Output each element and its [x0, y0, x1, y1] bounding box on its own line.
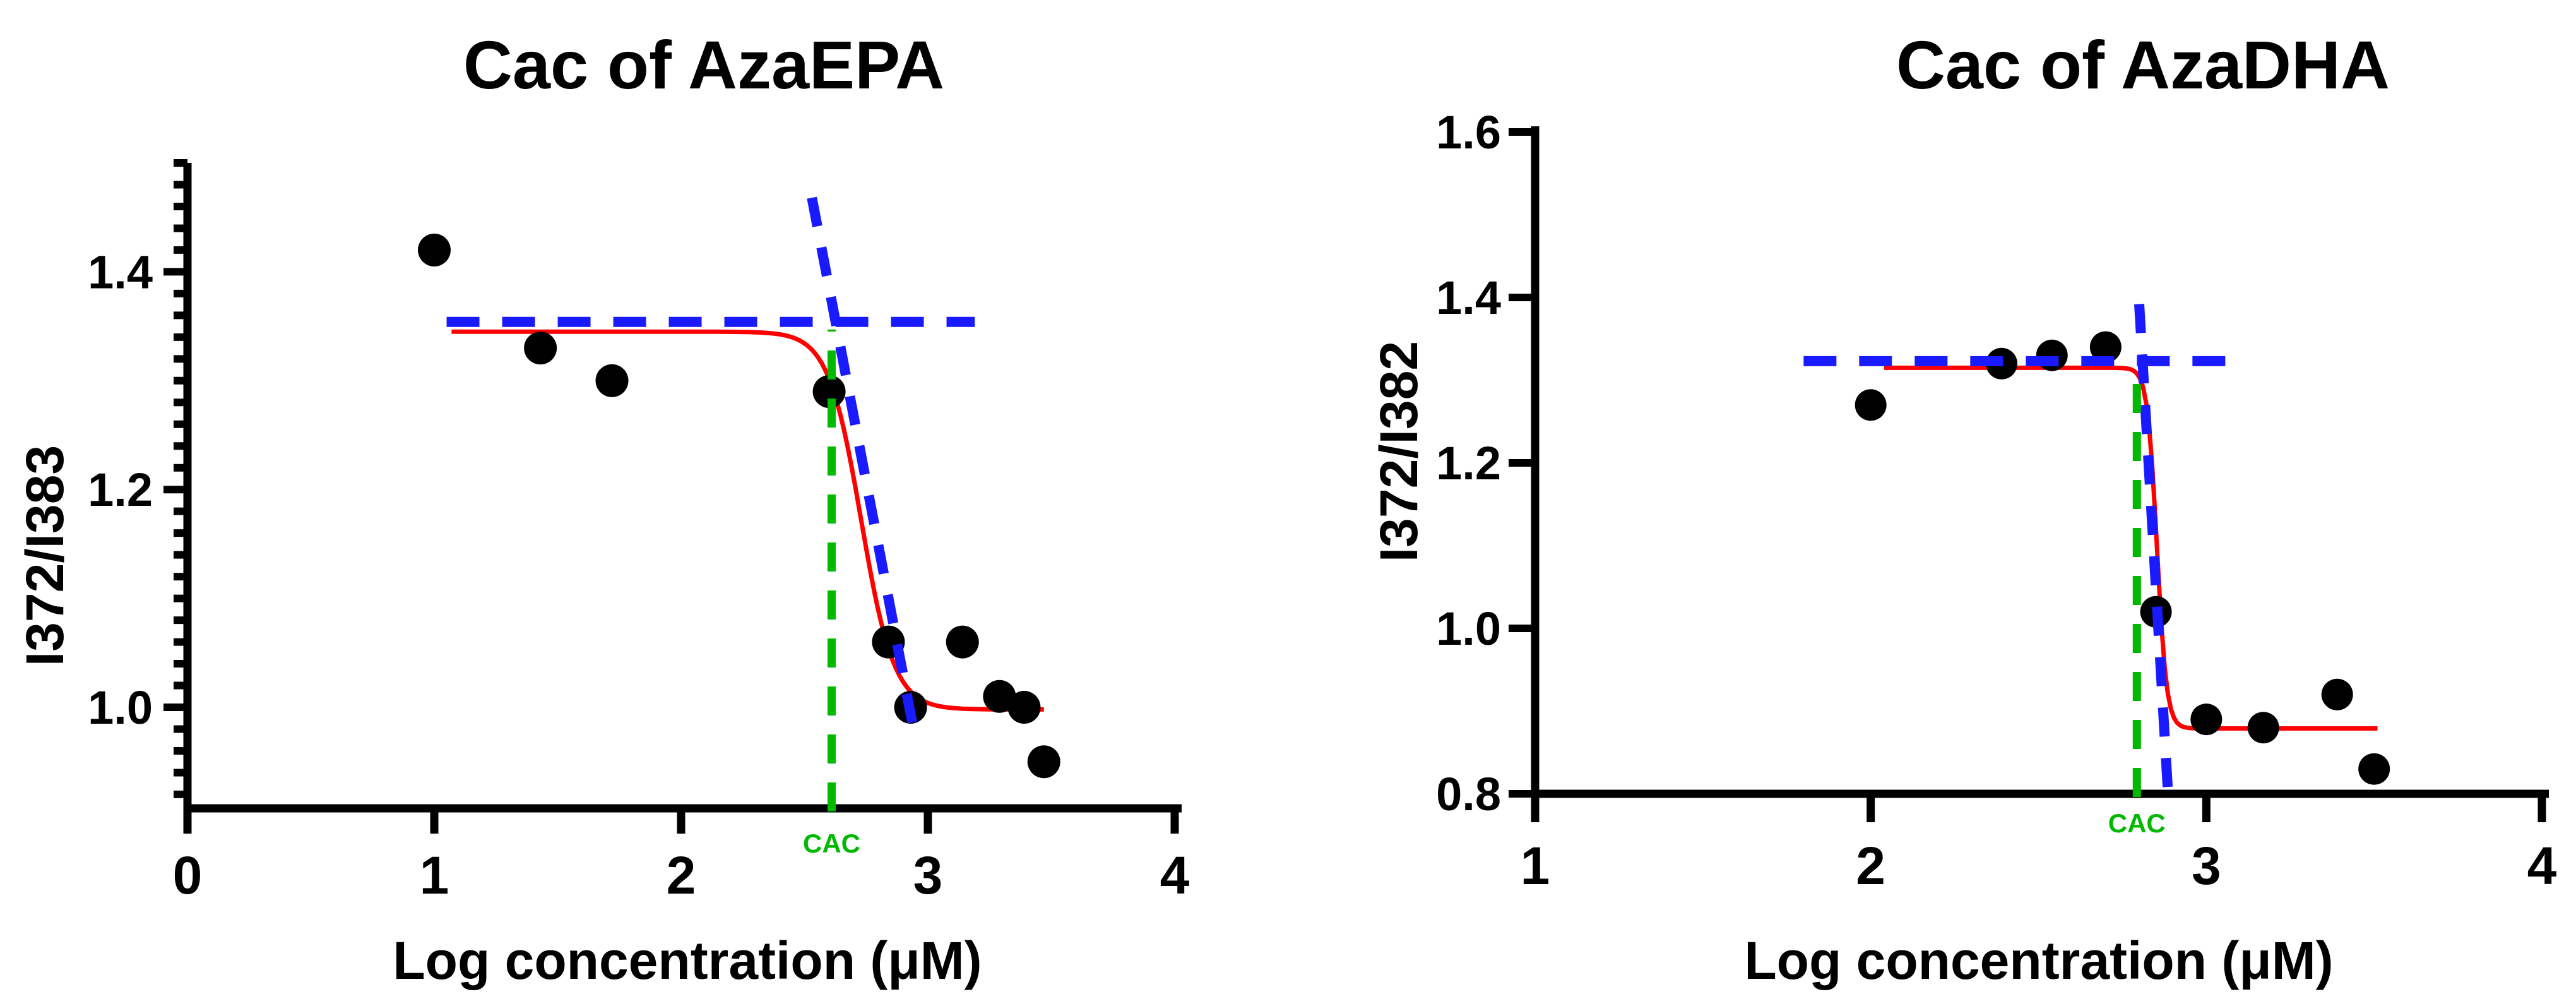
- x-tick-label: 1: [420, 846, 449, 905]
- data-point: [2089, 331, 2122, 363]
- data-point: [2358, 753, 2390, 785]
- data-point: [1007, 691, 1041, 724]
- y-axis-title: I372/I383: [15, 445, 74, 666]
- x-tick-label: 0: [173, 846, 203, 905]
- y-tick-label: 1.4: [88, 246, 153, 298]
- tangent-guide-line: [2134, 304, 2173, 794]
- data-point: [524, 332, 557, 365]
- fit-curve: [1884, 365, 2378, 731]
- chart-title: Cac of AzaDHA: [1896, 27, 2390, 103]
- data-point: [1027, 745, 1060, 779]
- y-tick-label: 1.0: [1436, 602, 1501, 655]
- cac-label: CAC: [2108, 808, 2166, 838]
- x-tick-label: 3: [2192, 836, 2221, 895]
- tangent-guide-line: [807, 196, 921, 741]
- x-tick-label: 4: [1160, 846, 1190, 905]
- chart-1: 1.0 1.2 1.4 0 1 2 3 4 CAC Cac of AzaEPA Log concen…: [15, 27, 1190, 990]
- fit-curve: [451, 329, 1044, 712]
- data-point: [2190, 704, 2223, 736]
- data-point: [595, 364, 629, 397]
- x-tick-label: 1: [1521, 836, 1550, 895]
- x-tick-label: 2: [667, 846, 696, 905]
- x-axis-title: Log concentration (μM): [393, 931, 982, 990]
- y-tick-label: 1.4: [1436, 272, 1501, 324]
- x-tick-label: 4: [2527, 836, 2557, 895]
- x-axis-title: Log concentration (μM): [1744, 931, 2333, 990]
- cac-label: CAC: [803, 829, 860, 858]
- y-axis-title: I372/I382: [1369, 341, 1428, 562]
- data-point: [2036, 339, 2068, 371]
- x-tick-label: 2: [1856, 836, 1885, 895]
- x-tick-label: 3: [913, 846, 943, 905]
- y-tick-label: 0.8: [1436, 768, 1501, 820]
- data-point: [946, 625, 979, 659]
- data-point: [983, 680, 1016, 713]
- data-point: [812, 375, 846, 409]
- y-tick-label: 1.0: [88, 681, 153, 734]
- data-point: [418, 233, 451, 266]
- data-point: [2247, 712, 2279, 744]
- chart-2: 0.8 1.0 1.2 1.4 1.6 1 2 3 4 CAC Cac of AzaDHA Log c…: [1369, 27, 2557, 990]
- data-point: [2321, 678, 2353, 710]
- chart-title: Cac of AzaEPA: [463, 27, 944, 103]
- y-tick-label: 1.6: [1436, 106, 1501, 159]
- y-tick-label: 1.2: [88, 464, 153, 516]
- y-tick-label: 1.2: [1436, 437, 1501, 489]
- data-point: [1855, 389, 1887, 421]
